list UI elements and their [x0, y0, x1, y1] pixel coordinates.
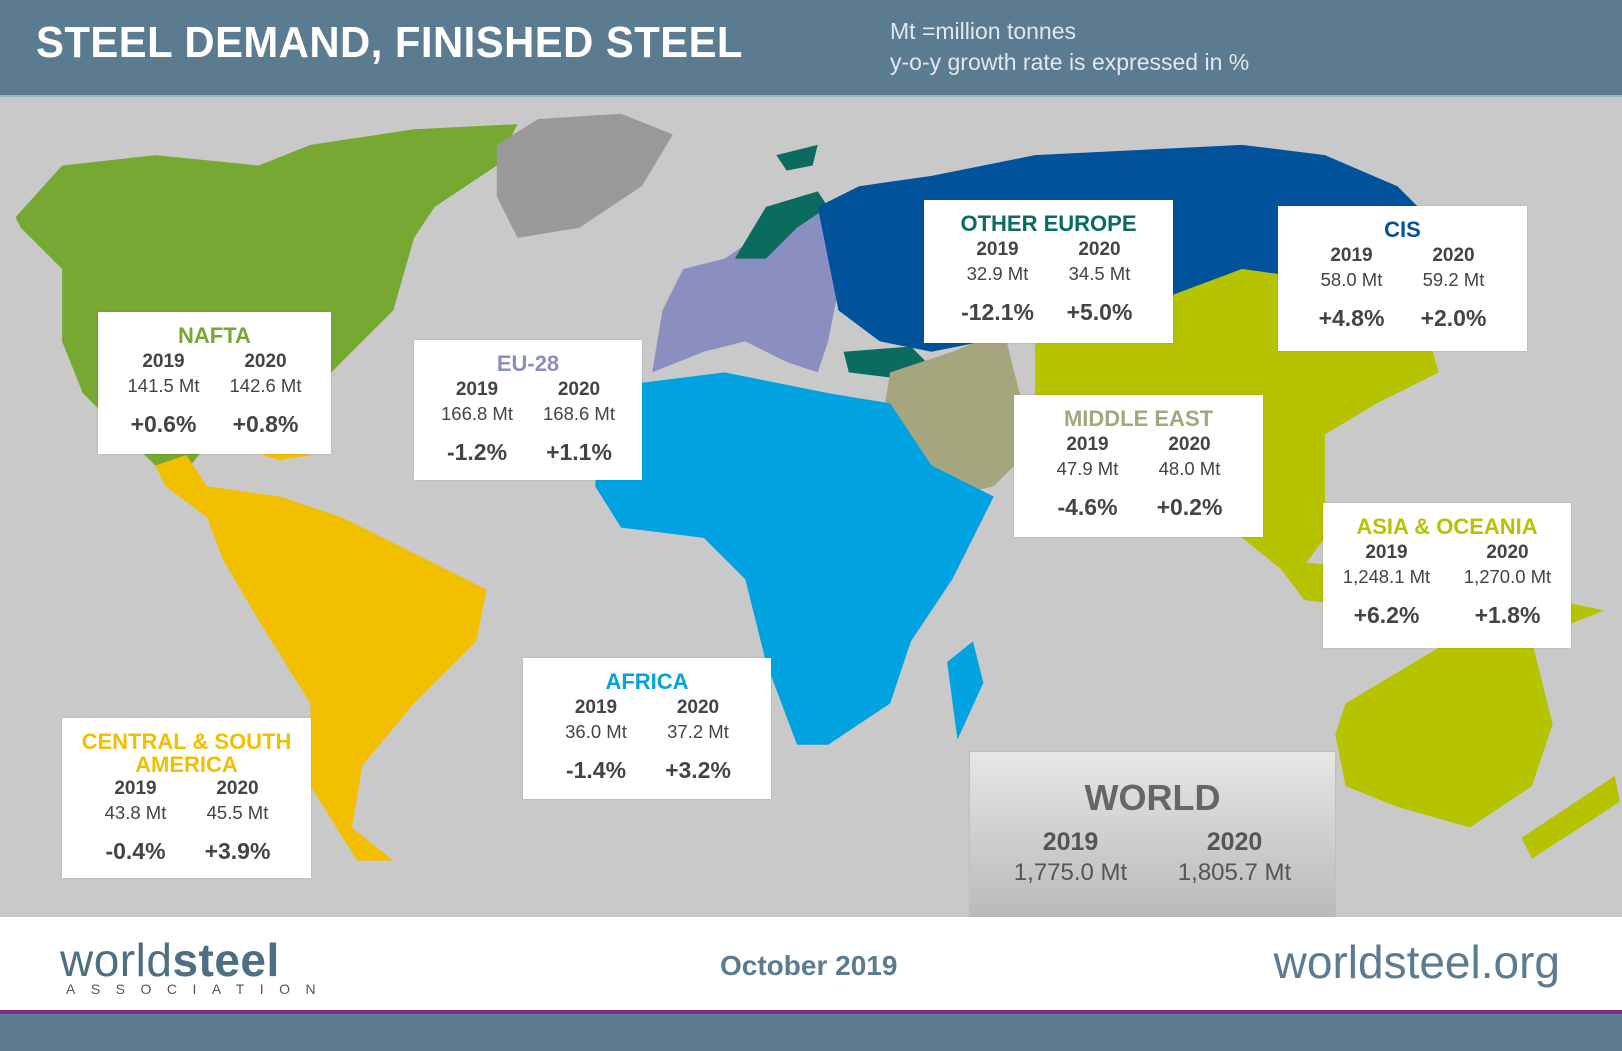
year-2019: 2019 — [976, 239, 1019, 260]
demand-2019: 1,248.1 Mt — [1342, 566, 1431, 587]
year-2019: 2019 — [574, 697, 618, 718]
region-box-eu28: EU-28 2019 2020 166.8 Mt 168.6 Mt -1.2% +1.… — [414, 340, 642, 480]
demand-2020: 37.2 Mt — [667, 721, 729, 742]
year-2020: 2020 — [244, 351, 287, 372]
year-2020: 2020 — [1206, 828, 1263, 856]
growth-2019: -0.4% — [105, 838, 166, 864]
logo-word-world: world — [60, 934, 173, 986]
header-banner: STEEL DEMAND, FINISHED STEEL Mt =million… — [0, 0, 1622, 97]
growth-2019: -4.6% — [1057, 494, 1118, 520]
growth-2019: +0.6% — [130, 411, 197, 437]
year-2019: 2019 — [1330, 245, 1373, 266]
year-2020: 2020 — [1432, 245, 1475, 266]
region-name: CIS — [1384, 217, 1421, 242]
publication-date: October 2019 — [720, 950, 898, 981]
demand-2019: 43.8 Mt — [104, 802, 167, 823]
demand-2019: 1,775.0 Mt — [1013, 859, 1128, 886]
growth-2020: +5.0% — [1066, 299, 1133, 325]
demand-2019: 166.8 Mt — [441, 403, 513, 424]
demand-2020: 142.6 Mt — [229, 375, 302, 396]
demand-2020: 1,805.7 Mt — [1177, 859, 1292, 886]
region-box-cis: CIS 2019 2020 58.0 Mt 59.2 Mt +4.8% +2.0% — [1278, 206, 1527, 351]
region-name: OTHER EUROPE — [960, 211, 1137, 236]
growth-2020: +2.0% — [1420, 305, 1487, 331]
map-region-australia — [1335, 599, 1553, 828]
region-name: CENTRAL & SOUTH AMERICA — [81, 729, 292, 777]
page-title: STEEL DEMAND, FINISHED STEEL — [36, 18, 743, 67]
region-box-csa: CENTRAL & SOUTH AMERICA 2019 2020 43.8 Mt… — [62, 718, 311, 878]
growth-2020: +0.8% — [232, 411, 299, 437]
year-2019: 2019 — [1042, 828, 1099, 856]
region-name: EU-28 — [496, 351, 560, 376]
year-2020: 2020 — [676, 697, 720, 718]
demand-2020: 34.5 Mt — [1068, 263, 1131, 284]
year-2019: 2019 — [142, 351, 185, 372]
year-2019: 2019 — [455, 379, 499, 400]
growth-2020: +0.2% — [1156, 494, 1223, 520]
year-2019: 2019 — [1066, 434, 1109, 455]
purple-divider — [0, 1010, 1622, 1014]
region-box-middle-east: MIDDLE EAST 2019 2020 47.9 Mt 48.0 Mt -4.6… — [1014, 395, 1263, 537]
year-2020: 2020 — [557, 379, 601, 400]
map-region-middle-east — [885, 331, 1036, 497]
map-region-new-zealand — [1521, 775, 1620, 859]
region-box-other-europe: OTHER EUROPE 2019 2020 32.9 Mt 34.5 Mt -12… — [924, 200, 1173, 343]
year-2019: 2019 — [114, 778, 157, 799]
year-2020: 2020 — [1486, 542, 1529, 563]
region-name: NAFTA — [178, 323, 251, 348]
region-box-nafta: NAFTA 2019 2020 141.5 Mt 142.6 Mt +0.6% +0.… — [98, 312, 331, 454]
year-2020: 2020 — [216, 778, 259, 799]
demand-2020: 59.2 Mt — [1422, 269, 1485, 290]
demand-2019: 36.0 Mt — [565, 721, 627, 742]
demand-2020: 168.6 Mt — [543, 403, 615, 424]
worldsteel-logo: worldsteel ASSOCIATION — [60, 933, 331, 997]
growth-2019: +4.8% — [1318, 305, 1385, 331]
growth-2020: +1.1% — [546, 439, 612, 465]
growth-2020: +1.8% — [1474, 602, 1541, 628]
region-box-africa: AFRICA 2019 2020 36.0 Mt 37.2 Mt -1.4% +3.2… — [523, 658, 771, 799]
map-region-scandinavia — [734, 191, 829, 259]
demand-2020: 45.5 Mt — [206, 802, 269, 823]
demand-2019: 141.5 Mt — [127, 375, 200, 396]
region-name: MIDDLE EAST — [1063, 406, 1214, 431]
growth-2020: +3.2% — [665, 757, 731, 783]
map-region-svalbard — [776, 144, 818, 171]
region-box-asia-oceania: ASIA & OCEANIA 2019 2020 1,248.1 Mt 1,270.… — [1323, 503, 1571, 648]
demand-2020: 1,270.0 Mt — [1463, 566, 1552, 587]
unit-note: Mt =million tonnes — [890, 18, 1076, 44]
region-name: ASIA & OCEANIA — [1356, 514, 1538, 539]
demand-2019: 32.9 Mt — [966, 263, 1029, 284]
growth-2019: -1.2% — [446, 439, 508, 465]
logo-word-steel: steel — [172, 934, 280, 986]
growth-2019: +6.2% — [1353, 602, 1420, 628]
website-link[interactable]: worldsteel.org — [1273, 936, 1560, 988]
growth-2019: -1.4% — [565, 757, 627, 783]
year-2019: 2019 — [1365, 542, 1408, 563]
demand-2019: 58.0 Mt — [1320, 269, 1383, 290]
map-region-africa — [595, 372, 994, 745]
demand-2019: 47.9 Mt — [1056, 458, 1119, 479]
map-region-central-south-america — [155, 455, 487, 861]
year-2020: 2020 — [1168, 434, 1211, 455]
bottom-bar — [0, 1014, 1622, 1051]
year-2020: 2020 — [1078, 239, 1121, 260]
map-region-madagascar — [947, 641, 984, 740]
demand-2020: 48.0 Mt — [1158, 458, 1221, 479]
growth-2020: +3.9% — [204, 838, 271, 864]
growth-note: y-o-y growth rate is expressed in % — [890, 49, 1250, 75]
map-region-eu28 — [652, 206, 839, 373]
world-map: NAFTA 2019 2020 141.5 Mt 142.6 Mt +0.6% +0.… — [0, 97, 1622, 977]
region-name: WORLD — [1084, 777, 1221, 818]
map-region-greenland — [496, 113, 673, 238]
region-name: AFRICA — [605, 669, 689, 694]
logo-association: ASSOCIATION — [66, 981, 332, 997]
footer: worldsteel ASSOCIATION October 2019 worl… — [0, 917, 1622, 1010]
growth-2019: -12.1% — [961, 299, 1034, 325]
